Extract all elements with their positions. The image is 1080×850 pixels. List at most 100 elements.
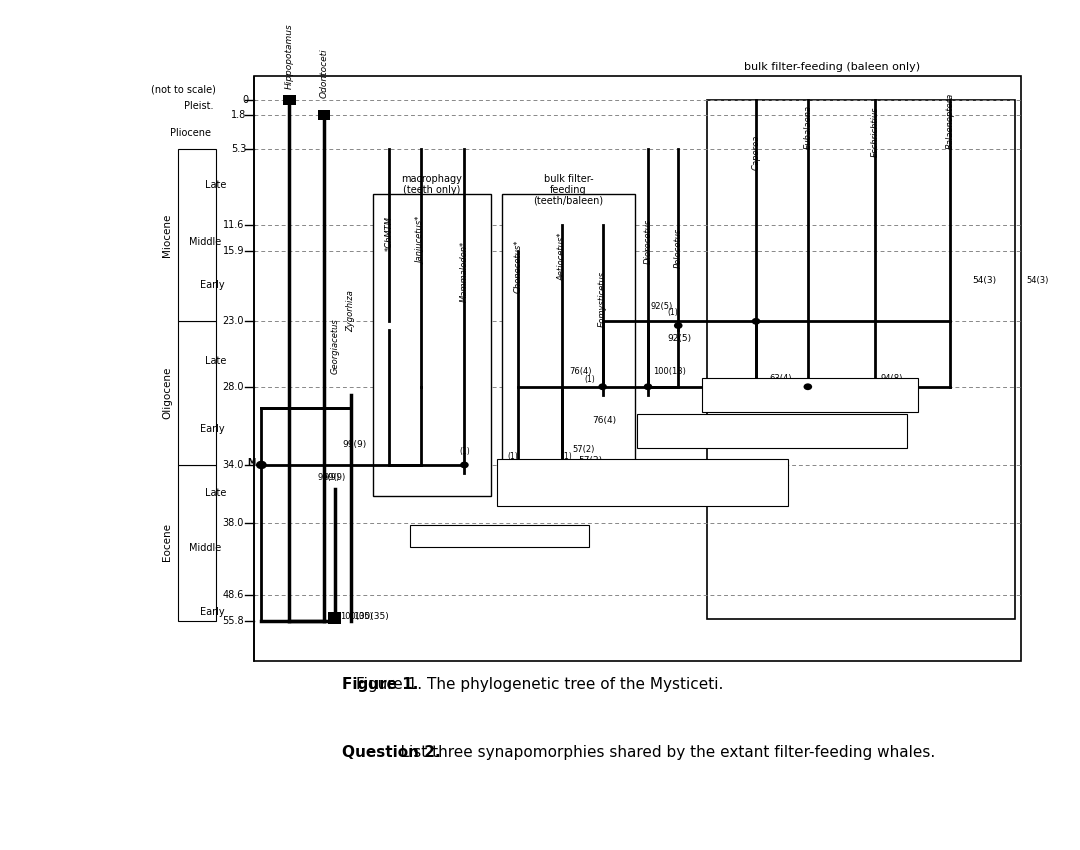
- Text: foreshortened rostrum: foreshortened rostrum: [595, 474, 690, 483]
- Bar: [373, 194, 491, 496]
- Text: 0: 0: [242, 95, 248, 105]
- Text: 1.8: 1.8: [231, 110, 246, 120]
- Text: Georgiacetus: Georgiacetus: [330, 318, 339, 374]
- Text: Late: Late: [205, 180, 227, 190]
- Text: 38.0: 38.0: [222, 518, 244, 528]
- Text: Balaenoptera: Balaenoptera: [946, 93, 955, 149]
- Text: Eubalaena: Eubalaena: [804, 105, 812, 149]
- Text: 23.0: 23.0: [222, 316, 244, 326]
- Text: baleen: baleen: [758, 418, 786, 427]
- Text: Caperea: Caperea: [752, 135, 760, 170]
- Text: 54(3): 54(3): [972, 276, 996, 285]
- Text: 76(4): 76(4): [592, 416, 616, 425]
- Text: 99(9): 99(9): [318, 473, 340, 482]
- Text: 11.6: 11.6: [222, 220, 244, 230]
- Text: 92(5): 92(5): [667, 334, 691, 343]
- Bar: [502, 194, 635, 473]
- Text: 76(4): 76(4): [569, 367, 592, 376]
- Text: 100(13): 100(13): [653, 367, 686, 376]
- Text: feeding: feeding: [551, 184, 586, 195]
- Text: Hippopotamus: Hippopotamus: [285, 24, 294, 89]
- Text: Figure 1.: Figure 1.: [342, 677, 419, 692]
- Text: 34.0: 34.0: [222, 460, 244, 470]
- Text: bulk filter-feeding (baleen only): bulk filter-feeding (baleen only): [743, 62, 920, 72]
- Bar: [497, 459, 788, 506]
- Text: 63(4): 63(4): [769, 374, 792, 382]
- Text: Eocene: Eocene: [162, 524, 173, 561]
- Circle shape: [460, 462, 469, 468]
- Bar: [328, 612, 341, 624]
- Text: Middle: Middle: [189, 237, 221, 247]
- Text: 99(9): 99(9): [323, 473, 346, 482]
- Text: edentulous rostrum: edentulous rostrum: [769, 395, 851, 404]
- Text: Oligocene: Oligocene: [162, 366, 173, 419]
- Text: bulk filter-: bulk filter-: [544, 173, 593, 184]
- Bar: [178, 321, 216, 465]
- Text: Early: Early: [200, 424, 225, 434]
- Text: Janjucetus*: Janjucetus*: [417, 216, 426, 264]
- Circle shape: [598, 383, 607, 390]
- Bar: [702, 378, 918, 412]
- Text: 57(2): 57(2): [578, 456, 602, 465]
- Text: 94(8): 94(8): [859, 389, 882, 398]
- Text: broad-based rostrum: broad-based rostrum: [455, 531, 543, 540]
- Text: fibrocartilaginous mandibular symphysis: fibrocartilaginous mandibular symphysis: [564, 485, 721, 494]
- Text: 54(3): 54(3): [1026, 276, 1049, 285]
- Text: 100(35): 100(35): [354, 612, 390, 620]
- Text: Miocene: Miocene: [162, 213, 173, 258]
- Text: 55.8: 55.8: [222, 615, 244, 626]
- Text: Late: Late: [205, 488, 227, 498]
- Text: 99(9): 99(9): [342, 440, 366, 449]
- Circle shape: [804, 383, 812, 390]
- Text: 100(13): 100(13): [711, 391, 746, 399]
- Text: Early: Early: [200, 607, 225, 617]
- Circle shape: [674, 322, 683, 329]
- Text: Pliocene: Pliocene: [170, 128, 211, 139]
- Bar: [410, 525, 589, 547]
- Text: 28.0: 28.0: [222, 382, 244, 392]
- Bar: [637, 414, 907, 448]
- Text: Zygorhiza: Zygorhiza: [347, 290, 355, 332]
- Bar: [318, 110, 330, 120]
- Text: *ChMTM: *ChMTM: [384, 216, 393, 251]
- Circle shape: [644, 383, 652, 390]
- Text: macrophagy: macrophagy: [402, 173, 462, 184]
- Bar: [254, 76, 1021, 661]
- Text: Mammalodon*: Mammalodon*: [460, 241, 469, 302]
- Text: Late: Late: [205, 356, 227, 366]
- Text: List three synapomorphies shared by the extant filter-feeding whales.: List three synapomorphies shared by the …: [342, 745, 935, 760]
- Circle shape: [256, 461, 267, 469]
- Text: Figure 1. The phylogenetic tree of the Mysticeti.: Figure 1. The phylogenetic tree of the M…: [356, 677, 724, 692]
- Text: 100(35): 100(35): [340, 612, 373, 620]
- Bar: [178, 465, 216, 620]
- Circle shape: [752, 318, 760, 325]
- Bar: [178, 149, 216, 321]
- Bar: [707, 100, 1015, 619]
- Text: Odontoceti: Odontoceti: [320, 48, 328, 98]
- Bar: [283, 95, 296, 105]
- Text: (1): (1): [459, 447, 470, 456]
- Text: small body size: small body size: [610, 463, 675, 472]
- Text: (teeth/baleen): (teeth/baleen): [534, 196, 604, 206]
- Text: elongated and flattened rostrum: elongated and flattened rostrum: [703, 431, 841, 439]
- Text: 48.6: 48.6: [222, 590, 244, 600]
- Text: M: M: [247, 458, 256, 467]
- Text: 63(4): 63(4): [786, 378, 810, 387]
- Text: Aetiocetus*: Aetiocetus*: [557, 232, 566, 280]
- Text: Pelocetus: Pelocetus: [674, 228, 683, 268]
- Text: 94(8): 94(8): [880, 374, 903, 382]
- Text: Pleist.: Pleist.: [185, 101, 214, 111]
- Text: (not to scale): (not to scale): [151, 84, 216, 94]
- Text: (1): (1): [667, 309, 678, 317]
- Text: Question 2.: Question 2.: [342, 745, 441, 760]
- Text: (teeth only): (teeth only): [403, 184, 461, 195]
- Text: Eomysticetus: Eomysticetus: [598, 271, 607, 327]
- Text: 5.3: 5.3: [231, 144, 246, 154]
- Text: (1): (1): [562, 452, 572, 461]
- Text: 92(5): 92(5): [650, 302, 673, 310]
- Text: (1): (1): [508, 452, 518, 461]
- Text: Chonecetus*: Chonecetus*: [514, 240, 523, 293]
- Text: Early: Early: [200, 280, 225, 290]
- Text: 15.9: 15.9: [222, 246, 244, 256]
- Text: 57(2): 57(2): [572, 445, 595, 454]
